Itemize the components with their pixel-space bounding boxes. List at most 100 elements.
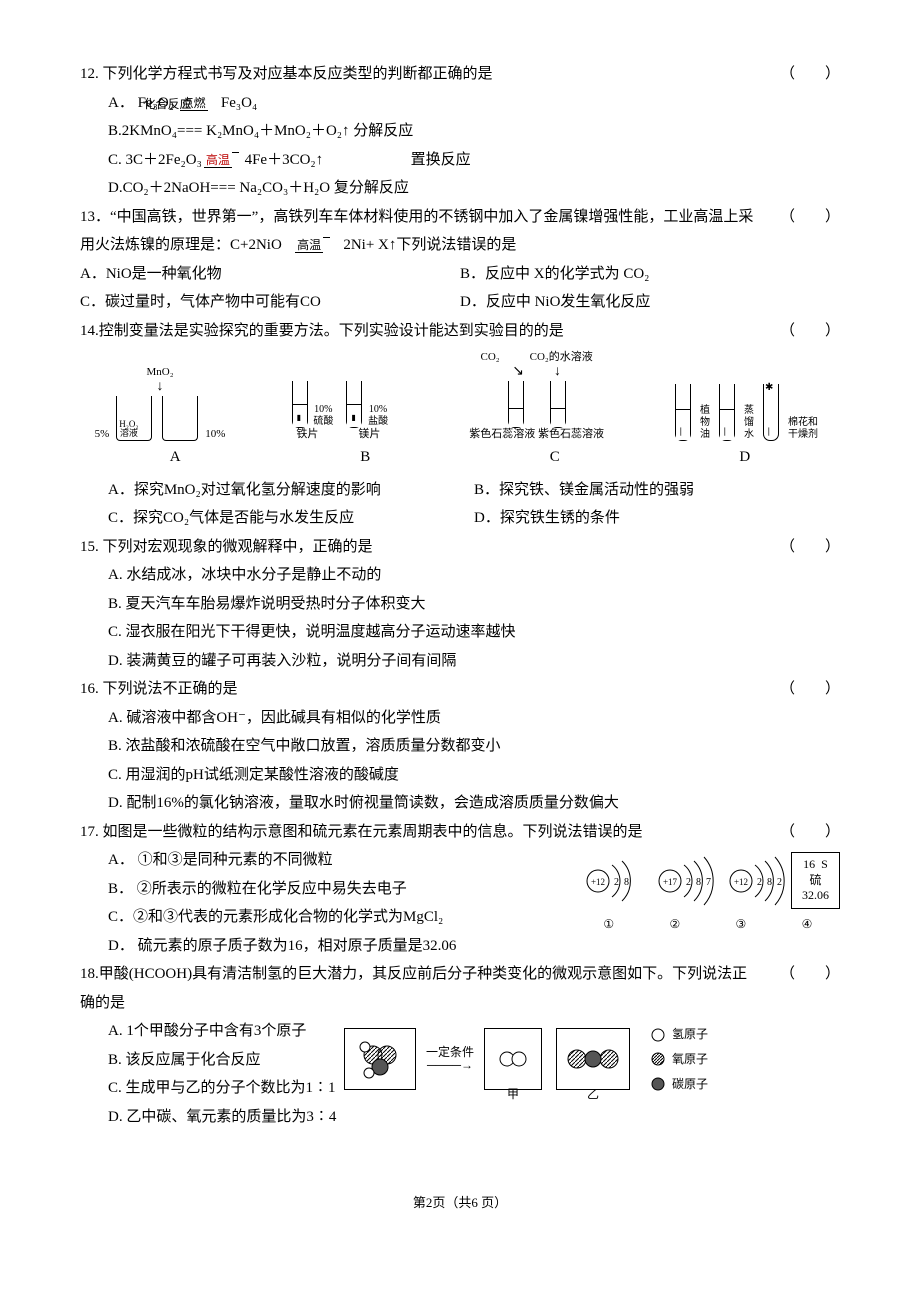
q18-opt-c: C. 生成甲与乙的分子个数比为1∶1: [80, 1074, 340, 1103]
q13-opt-d: D．反应中 NiO发生氧化反应: [460, 288, 840, 317]
q12-stem: 12. 下列化学方程式书写及对应基本反应类型的判断都正确的是: [80, 60, 493, 89]
q14-opt-b: B．探究铁、镁金属活动性的强弱: [474, 476, 840, 505]
atom-structure-icon: +17 287: [654, 853, 710, 909]
q13-opt-a: A．NiO是一种氧化物: [80, 260, 460, 289]
svg-text:+12: +12: [591, 877, 605, 887]
arrow-down-icon: ↓: [554, 364, 561, 381]
label: 10% 盐酸: [368, 404, 388, 428]
q18-opt-d: D. 乙中碳、氧元素的质量比为3∶4: [80, 1103, 340, 1132]
fig-letter: C: [550, 443, 560, 472]
q14: 14.控制变量法是实验探究的重要方法。下列实验设计能达到实验目的的是 （ ） M…: [80, 317, 840, 533]
label: 氧原子: [672, 1048, 708, 1071]
q16-opt-d: D. 配制16%的氯化钠溶液，量取水时俯视量筒读数，会造成溶质质量分数偏大: [80, 789, 840, 818]
q13-opt-c: C．碳过量时，气体产物中可能有CO: [80, 288, 460, 317]
test-tube-icon: ▮: [292, 381, 308, 428]
arrow-down-icon: ↘: [512, 364, 524, 381]
fig-letter: D: [739, 443, 750, 472]
svg-text:+12: +12: [734, 877, 748, 887]
reactant-box: [344, 1028, 416, 1090]
label: CO₂的水溶液: [530, 351, 593, 364]
q15-opt-b: B. 夏天汽车车胎易爆炸说明受热时分子体积变大: [80, 590, 840, 619]
svg-text:7: 7: [706, 877, 711, 888]
product-box: 甲: [484, 1028, 542, 1090]
q12-opt-b: B.2KMnO₄=== K₂MnO₄＋MnO₂＋O₂↑ 分解反应: [80, 117, 840, 146]
label: 棉花和 干燥剂: [788, 417, 818, 441]
text: 2Ni+ X↑下列说法错误的是: [343, 237, 516, 253]
fig-b: ▮ 10% 硫酸 ▮ 10% 盐酸 铁片 镁片: [253, 381, 423, 441]
label: 10%: [205, 428, 225, 441]
label: 乙: [557, 1083, 629, 1106]
formula: C. 3C＋2Fe₂O₃: [108, 152, 202, 168]
label: 碳原子: [672, 1073, 708, 1096]
test-tube-icon: [508, 381, 524, 428]
answer-blank[interactable]: （ ）: [762, 317, 840, 346]
formula: 4Fe＋3CO₂↑: [241, 152, 323, 168]
fig-letter: B: [360, 443, 370, 472]
svg-text:8: 8: [696, 877, 701, 888]
label: 紫色石蕊溶液 紫色石蕊溶液: [437, 428, 637, 441]
q15-stem: 15. 下列对宏观现象的微观解释中，正确的是: [80, 533, 373, 562]
q18-opt-b: B. 该反应属于化合反应: [80, 1046, 340, 1075]
answer-blank[interactable]: （ ）: [762, 960, 840, 989]
circled-number: ②: [669, 913, 680, 936]
q18-diagram: 一定条件────→ 甲 乙 氢原子 氧原子: [340, 1017, 840, 1097]
q18-opt-a: A. 1个甲酸分子中含有3个原子: [80, 1017, 340, 1046]
reaction-type: 置换反应: [411, 152, 471, 168]
reaction-condition: 高温: [295, 239, 330, 252]
q17-stem: 17. 如图是一些微粒的结构示意图和硫元素在元素周期表中的信息。下列说法错误的是: [80, 818, 643, 847]
label: 5%: [95, 428, 110, 441]
q15: 15. 下列对宏观现象的微观解释中，正确的是 （ ） A. 水结成冰，冰块中水分…: [80, 533, 840, 676]
q18: 18.甲酸(HCOOH)具有清洁制氢的巨大潜力，其反应前后分子种类变化的微观示意…: [80, 960, 840, 1131]
test-tube-icon: ⎮✱: [763, 384, 779, 441]
label: MnO₂: [80, 366, 240, 379]
svg-text:2: 2: [686, 877, 691, 888]
legend: 氢原子 氧原子 碳原子: [650, 1021, 708, 1097]
q13: 13．“中国高铁，世界第一”，高铁列车车体材料使用的不锈钢中加入了金属镍增强性能…: [80, 203, 840, 317]
q16: 16. 下列说法不正确的是 （ ） A. 碱溶液中都含OH⁻，因此碱具有相似的化…: [80, 675, 840, 818]
beaker-icon: H₂O₂ 溶液: [116, 396, 152, 441]
arrow-down-icon: ↓: [80, 379, 240, 396]
answer-blank[interactable]: （ ）: [762, 818, 840, 847]
svg-text:+17: +17: [662, 877, 677, 887]
q16-opt-c: C. 用湿润的pH试纸测定某酸性溶液的酸碱度: [80, 761, 840, 790]
label: CO₂: [481, 351, 500, 364]
fig-c: CO₂ CO₂的水溶液 ↘ ↓ 紫色石蕊溶液 紫色石蕊溶液: [437, 351, 637, 441]
test-tube-icon: ▮: [346, 381, 362, 428]
figure-letters: A B C D: [80, 443, 840, 472]
svg-text:8: 8: [767, 877, 772, 888]
answer-blank[interactable]: （ ）: [762, 60, 840, 89]
legend-icon: [650, 1027, 666, 1043]
q12-opt-d: D.CO₂＋2NaOH=== Na₂CO₃＋H₂O 复分解反应: [80, 174, 840, 203]
svg-text:2: 2: [777, 877, 782, 888]
q17-opt-d: D． 硫元素的原子质子数为16，相对原子质量是32.06: [80, 932, 576, 961]
test-tube-icon: ⎮: [719, 384, 735, 441]
legend-icon: [650, 1051, 666, 1067]
q14-stem: 14.控制变量法是实验探究的重要方法。下列实验设计能达到实验目的的是: [80, 317, 564, 346]
formula: Fe₃O₄: [221, 95, 257, 111]
fig-d: ⎮ 植 物 油 ⎮ 蒸 馏 水 ⎮✱ 棉花和 干燥剂: [650, 384, 840, 441]
label: 一定条件: [426, 1045, 474, 1059]
q12-a-prefix: A．: [108, 95, 134, 111]
q14-figures: MnO₂ ↓ 5% H₂O₂ 溶液 10% ▮ 10% 硫酸 ▮ 10% 盐: [80, 351, 840, 441]
q12-opt-a: A． 化合反应 Fe₃O₂ 点燃 Fe₃O₄: [80, 89, 840, 118]
fig-letter: A: [170, 443, 181, 472]
q16-opt-b: B. 浓盐酸和浓硫酸在空气中敞口放置，溶质质量分数都变小: [80, 732, 840, 761]
atom-structure-icon: +12 28: [582, 853, 638, 909]
answer-blank[interactable]: （ ）: [762, 533, 840, 562]
label: 铁片: [296, 428, 318, 441]
label: H₂O₂ 溶液: [119, 420, 138, 438]
label: 10% 硫酸: [313, 404, 333, 428]
page-footer: 第2页（共6 页）: [80, 1191, 840, 1216]
circled-number: ③: [736, 913, 747, 936]
svg-text:8: 8: [624, 877, 629, 888]
svg-text:2: 2: [614, 877, 619, 888]
circled-number: ①: [603, 913, 614, 936]
beaker-icon: [162, 396, 198, 441]
circled-number: ④: [802, 913, 813, 936]
answer-blank[interactable]: （ ）: [762, 675, 840, 704]
q15-opt-d: D. 装满黄豆的罐子可再装入沙粒，说明分子间有间隔: [80, 647, 840, 676]
label: 植 物 油: [700, 405, 710, 441]
answer-blank[interactable]: （ ）: [762, 203, 840, 232]
q13-opt-b: B．反应中 X的化学式为 CO₂: [460, 260, 840, 289]
q14-opt-a: A．探究MnO₂对过氧化氢分解速度的影响: [108, 476, 474, 505]
